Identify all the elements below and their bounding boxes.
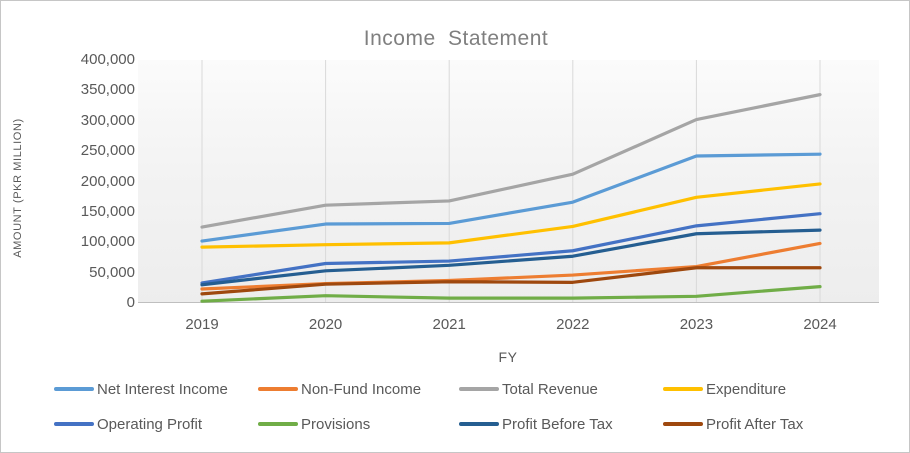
legend-line-swatch — [54, 422, 94, 426]
legend-label: Provisions — [301, 415, 371, 433]
y-tick-label: 200,000 — [80, 172, 135, 190]
plot-area — [138, 60, 879, 303]
y-tick-label: 250,000 — [80, 142, 135, 160]
legend-label: Operating Profit — [97, 415, 203, 433]
legend-line-swatch — [258, 387, 298, 391]
legend-line-swatch — [663, 422, 703, 426]
legend-line-swatch — [663, 387, 703, 391]
x-tick-label: 2020 — [308, 316, 343, 333]
series-line-total-revenue — [200, 93, 822, 229]
y-axis-title: AMOUNT (PKR MILLION) — [12, 118, 24, 258]
legend-item-operating-profit: Operating Profit — [54, 415, 202, 433]
series-line-net-interest-income — [200, 152, 822, 243]
legend-line-swatch — [459, 422, 499, 426]
legend-item-profit-after-tax: Profit After Tax — [663, 415, 803, 433]
x-axis-title: FY — [498, 349, 518, 365]
y-tick-label: 50,000 — [89, 263, 135, 281]
legend-item-profit-before-tax: Profit Before Tax — [459, 415, 613, 433]
x-tick-label: 2021 — [432, 316, 466, 333]
chart-title: Income Statement — [363, 27, 549, 50]
legend-line-swatch — [459, 387, 499, 391]
legend-item-non-fund-income: Non-Fund Income — [258, 380, 421, 398]
legend-label: Non-Fund Income — [301, 380, 422, 398]
series-line-provisions — [200, 284, 822, 303]
legend-label: Profit Before Tax — [502, 415, 613, 433]
y-tick-label: 400,000 — [80, 51, 135, 68]
x-tick-label: 2022 — [556, 316, 590, 333]
series-line-expenditure — [200, 182, 822, 249]
series-line-profit-after-tax — [200, 266, 822, 296]
legend-label: Expenditure — [706, 380, 787, 398]
y-tick-label: 300,000 — [80, 111, 135, 129]
x-tick-label: 2019 — [185, 316, 219, 333]
legend-label: Net Interest Income — [97, 380, 228, 398]
series-line-profit-before-tax — [200, 228, 822, 287]
legend-item-net-interest-income: Net Interest Income — [54, 380, 228, 398]
y-tick-label: 0 — [126, 294, 135, 311]
x-tick-label: 2023 — [679, 316, 714, 333]
y-tick-label: 100,000 — [80, 233, 135, 251]
legend-item-expenditure: Expenditure — [663, 380, 786, 398]
legend-item-provisions: Provisions — [258, 415, 370, 433]
legend-label: Profit After Tax — [706, 415, 804, 433]
series-line-operating-profit — [200, 212, 822, 285]
legend-line-swatch — [54, 387, 94, 391]
legend-item-total-revenue: Total Revenue — [459, 380, 598, 398]
legend-line-swatch — [258, 422, 298, 426]
y-tick-label: 150,000 — [80, 202, 135, 220]
x-tick-label: 2024 — [803, 316, 837, 333]
y-tick-label: 350,000 — [80, 81, 135, 99]
legend-label: Total Revenue — [502, 380, 598, 398]
